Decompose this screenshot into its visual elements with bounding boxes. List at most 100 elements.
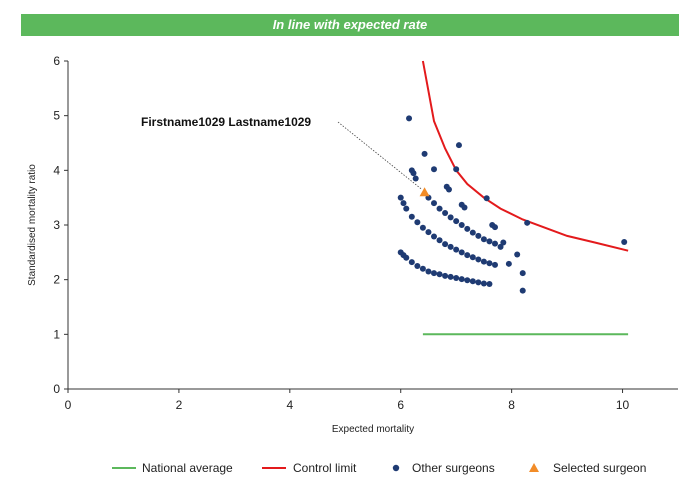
other-surgeon-point [414,263,421,269]
other-surgeon-point [408,259,415,266]
other-surgeon-point [431,200,437,207]
other-surgeon-point [400,200,407,207]
legend-item-national-average: National average [112,461,233,475]
y-tick-label: 2 [53,273,60,287]
other-surgeon-point [403,205,410,212]
other-surgeon-point [497,243,504,250]
x-tick-label: 6 [397,398,404,412]
other-surgeon-point [445,186,452,193]
legend-item-control-limit: Control limit [262,461,357,475]
legend-item-other-surgeons: Other surgeons [392,461,495,475]
other-surgeon-point [621,238,628,245]
y-tick-label: 4 [53,163,60,177]
legend-swatch-other-surgeons [392,464,400,472]
other-surgeon-point [436,237,443,244]
annotation-label: Firstname1029 Lastname1029 [141,115,311,129]
selected-surgeon-point [419,187,430,197]
other-surgeon-point [431,270,437,277]
other-surgeon-point [505,260,512,267]
other-surgeon-point [397,194,404,201]
other-surgeon-point [475,256,482,263]
legend-swatch-selected-surgeon [529,463,539,472]
other-surgeon-point [514,251,521,258]
other-surgeon-point [461,204,468,211]
other-surgeon-point [519,270,526,277]
other-surgeon-point [436,271,443,278]
other-surgeon-point [486,260,493,267]
other-surgeon-point [492,224,498,231]
other-surgeon-point [403,254,410,261]
series-other-surgeons [397,115,628,294]
other-surgeon-point [475,279,482,286]
other-surgeon-point [464,252,471,259]
legend-label-selected-surgeon: Selected surgeon [553,461,646,475]
other-surgeon-point [492,261,498,268]
other-surgeon-point [410,170,417,177]
other-surgeon-point [469,254,476,261]
x-ticks: 0 2 4 6 8 10 [65,389,630,412]
other-surgeon-point [464,225,471,232]
other-surgeon-point [480,236,487,243]
x-tick-label: 10 [616,398,630,412]
other-surgeon-point [412,175,419,182]
annotation-leader-line [337,121,422,190]
x-tick-label: 0 [65,398,72,412]
series-control-limit [421,60,629,252]
legend: National average Control limit Other sur… [112,461,646,475]
control-limit-line [421,60,629,252]
legend-label-other-surgeons: Other surgeons [412,461,495,475]
legend-item-selected-surgeon: Selected surgeon [529,461,646,475]
other-surgeon-point [486,238,493,245]
y-tick-label: 6 [53,54,60,68]
other-surgeon-point [453,218,460,225]
other-surgeon-point [421,150,428,157]
y-tick-label: 3 [53,218,60,232]
other-surgeon-point [408,213,415,220]
other-surgeon-point [480,258,487,265]
x-tick-label: 4 [286,398,293,412]
other-surgeon-point [469,278,476,285]
other-surgeon-point [453,166,460,173]
chart-banner: In line with expected rate [21,14,679,36]
other-surgeon-point [447,214,454,221]
other-surgeon-point [469,229,476,236]
other-surgeon-point [447,243,454,250]
y-ticks: 0 1 2 3 4 5 6 [53,54,68,396]
other-surgeon-point [455,142,462,149]
other-surgeon-point [406,115,413,122]
other-surgeon-point [464,277,471,284]
other-surgeon-point [442,209,449,216]
other-surgeon-point [458,249,465,256]
other-surgeon-point [425,229,432,236]
other-surgeon-point [419,224,426,231]
other-surgeon-point [431,233,437,240]
x-tick-label: 8 [508,398,515,412]
other-surgeon-point [442,272,449,279]
other-surgeon-point [492,240,498,247]
other-surgeon-point [519,287,526,294]
other-surgeon-point [458,276,465,283]
legend-label-national-average: National average [142,461,233,475]
y-tick-label: 5 [53,109,60,123]
other-surgeon-point [442,241,449,248]
x-tick-label: 2 [176,398,183,412]
other-surgeon-point [483,195,490,202]
other-surgeon-point [500,239,507,246]
other-surgeon-point [436,205,443,212]
other-surgeon-point [419,265,426,272]
series-layer [397,60,629,336]
other-surgeon-point [431,166,437,173]
series-selected-surgeon [419,187,430,197]
y-tick-label: 0 [53,382,60,396]
other-surgeon-point [447,273,454,280]
y-axis-title: Standardised mortality ratio [27,164,38,286]
other-surgeon-point [524,219,531,226]
other-surgeon-point [453,275,460,282]
legend-label-control-limit: Control limit [293,461,357,475]
other-surgeon-point [475,232,482,239]
other-surgeon-point [453,246,460,253]
other-surgeon-point [414,219,421,226]
other-surgeon-point [458,222,465,228]
other-surgeon-point [486,281,493,288]
